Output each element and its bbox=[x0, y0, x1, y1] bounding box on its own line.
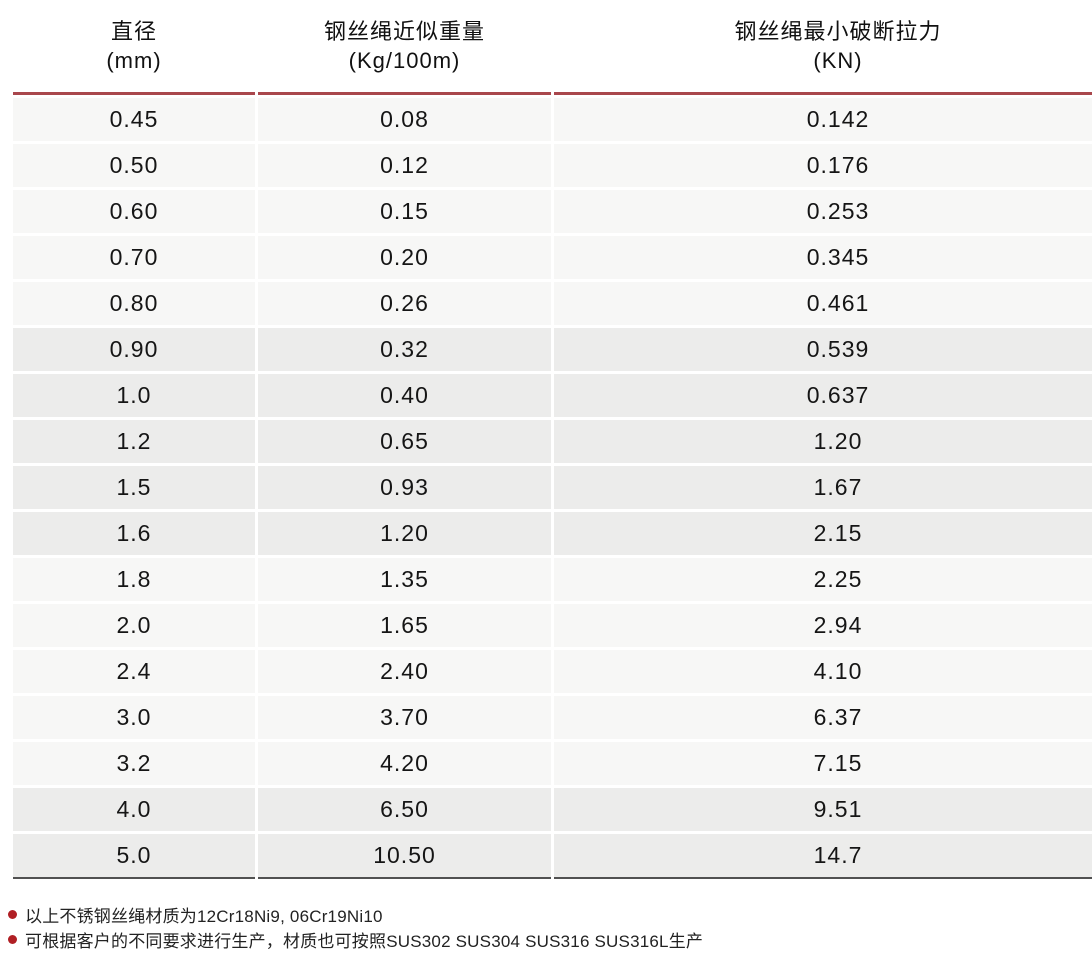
column-header-min-breaking-force: 钢丝绳最小破断拉力 (KN) bbox=[554, 0, 1092, 95]
table-cell: 0.20 bbox=[258, 236, 551, 279]
table-cell: 0.539 bbox=[554, 328, 1092, 371]
column-unit: (Kg/100m) bbox=[348, 48, 461, 73]
table-cell: 0.176 bbox=[554, 144, 1092, 187]
table-cell: 0.45 bbox=[13, 98, 255, 141]
table-cell: 14.7 bbox=[554, 834, 1092, 879]
column-header-approx-weight: 钢丝绳近似重量 (Kg/100m) bbox=[258, 0, 551, 95]
table-cell: 4.10 bbox=[554, 650, 1092, 693]
table-cell: 0.345 bbox=[554, 236, 1092, 279]
table-cell: 0.142 bbox=[554, 98, 1092, 141]
bullet-icon bbox=[8, 910, 17, 919]
table-cell: 0.90 bbox=[13, 328, 255, 371]
table-cell: 0.40 bbox=[258, 374, 551, 417]
table-cell: 0.253 bbox=[554, 190, 1092, 233]
table-cell: 2.40 bbox=[258, 650, 551, 693]
table-cell: 0.12 bbox=[258, 144, 551, 187]
footnotes: 以上不锈钢丝绳材质为12Cr18Ni9, 06Cr19Ni10 可根据客户的不同… bbox=[8, 902, 703, 952]
table-cell: 6.50 bbox=[258, 788, 551, 831]
column-title: 钢丝绳近似重量 bbox=[323, 19, 485, 44]
table-cell: 1.8 bbox=[13, 558, 255, 601]
table-cell: 0.32 bbox=[258, 328, 551, 371]
table-cell: 2.25 bbox=[554, 558, 1092, 601]
table-cell: 0.60 bbox=[13, 190, 255, 233]
table-cell: 2.15 bbox=[554, 512, 1092, 555]
table-cell: 1.6 bbox=[13, 512, 255, 555]
note-text: 以上不锈钢丝绳材质为12Cr18Ni9, 06Cr19Ni10 bbox=[25, 907, 383, 926]
note-text: 可根据客户的不同要求进行生产，材质也可按照SUS302 SUS304 SUS31… bbox=[25, 932, 704, 951]
table-cell: 5.0 bbox=[13, 834, 255, 879]
table-cell: 0.08 bbox=[258, 98, 551, 141]
table-cell: 10.50 bbox=[258, 834, 551, 879]
table-cell: 0.70 bbox=[13, 236, 255, 279]
note-item: 可根据客户的不同要求进行生产，材质也可按照SUS302 SUS304 SUS31… bbox=[8, 927, 703, 952]
table-cell: 1.67 bbox=[554, 466, 1092, 509]
table-cell: 3.2 bbox=[13, 742, 255, 785]
table-cell: 0.80 bbox=[13, 282, 255, 325]
table-cell: 7.15 bbox=[554, 742, 1092, 785]
table-cell: 0.93 bbox=[258, 466, 551, 509]
table-cell: 2.0 bbox=[13, 604, 255, 647]
table-cell: 1.20 bbox=[258, 512, 551, 555]
table-cell: 2.4 bbox=[13, 650, 255, 693]
column-unit: (mm) bbox=[106, 48, 162, 73]
column-unit: (KN) bbox=[813, 48, 863, 73]
note-item: 以上不锈钢丝绳材质为12Cr18Ni9, 06Cr19Ni10 bbox=[8, 902, 703, 927]
table-cell: 6.37 bbox=[554, 696, 1092, 739]
table-cell: 1.0 bbox=[13, 374, 255, 417]
table-cell: 3.70 bbox=[258, 696, 551, 739]
column-title: 钢丝绳最小破断拉力 bbox=[734, 19, 942, 44]
table-cell: 0.26 bbox=[258, 282, 551, 325]
table-cell: 9.51 bbox=[554, 788, 1092, 831]
table-cell: 3.0 bbox=[13, 696, 255, 739]
table-cell: 2.94 bbox=[554, 604, 1092, 647]
table-cell: 0.65 bbox=[258, 420, 551, 463]
table-cell: 1.5 bbox=[13, 466, 255, 509]
column-header-diameter: 直径 (mm) bbox=[13, 0, 255, 95]
table-cell: 0.637 bbox=[554, 374, 1092, 417]
table-header-row: 直径 (mm) 钢丝绳近似重量 (Kg/100m) 钢丝绳最小破断拉力 (KN) bbox=[13, 0, 1092, 95]
wire-rope-spec-table: 直径 (mm) 钢丝绳近似重量 (Kg/100m) 钢丝绳最小破断拉力 (KN)… bbox=[13, 0, 1092, 879]
table-cell: 4.20 bbox=[258, 742, 551, 785]
table-cell: 1.20 bbox=[554, 420, 1092, 463]
table-body: 0.45 0.08 0.142 0.50 0.12 0.176 0.60 0.15 0.253 0… bbox=[13, 95, 1092, 879]
table-cell: 1.2 bbox=[13, 420, 255, 463]
table-cell: 4.0 bbox=[13, 788, 255, 831]
table-cell: 0.461 bbox=[554, 282, 1092, 325]
table-cell: 1.35 bbox=[258, 558, 551, 601]
table-cell: 0.50 bbox=[13, 144, 255, 187]
table-cell: 0.15 bbox=[258, 190, 551, 233]
bullet-icon bbox=[8, 935, 17, 944]
column-title: 直径 bbox=[110, 19, 157, 44]
table-cell: 1.65 bbox=[258, 604, 551, 647]
